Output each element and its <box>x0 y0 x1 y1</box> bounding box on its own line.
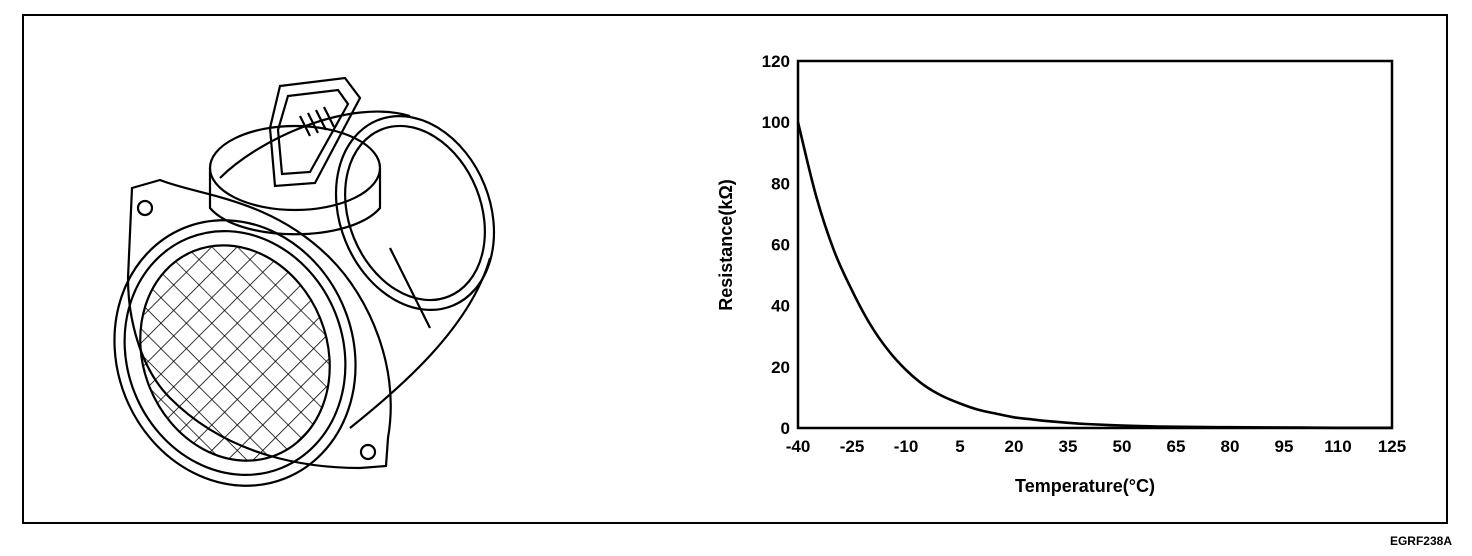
x-tick-label: 50 <box>1113 437 1132 456</box>
x-tick-label: 110 <box>1324 437 1351 456</box>
mass-air-flow-sensor-icon <box>113 76 496 487</box>
x-tick-label: 5 <box>955 437 964 456</box>
y-tick-label: 60 <box>771 236 790 255</box>
resistance-temperature-chart: 0 20 40 60 80 100 120 -40 -25 -10 5 20 35 50 65 80 95 11… <box>716 52 1406 496</box>
y-tick-label: 0 <box>781 419 790 438</box>
x-tick-label: -40 <box>786 437 811 456</box>
x-tick-label: 95 <box>1275 437 1294 456</box>
x-tick-labels: -40 -25 -10 5 20 35 50 65 80 95 110 125 <box>786 437 1406 456</box>
x-tick-label: 35 <box>1059 437 1078 456</box>
y-tick-label: 100 <box>762 113 790 132</box>
x-tick-label: 65 <box>1167 437 1186 456</box>
y-tick-labels: 0 20 40 60 80 100 120 <box>762 52 790 438</box>
x-tick-label: 125 <box>1378 437 1406 456</box>
y-tick-label: 80 <box>771 174 790 193</box>
x-tick-label: -10 <box>894 437 919 456</box>
y-axis-label: Resistance(kΩ) <box>716 179 736 310</box>
figure-frame <box>22 14 1448 524</box>
plot-area <box>796 59 1394 430</box>
x-tick-label: 80 <box>1221 437 1240 456</box>
y-tick-label: 20 <box>771 358 790 377</box>
x-axis-label: Temperature(°C) <box>1015 476 1155 496</box>
y-tick-label: 40 <box>771 297 790 316</box>
resistance-curve <box>796 121 1392 430</box>
figure-code: EGRF238A <box>1389 534 1452 548</box>
y-tick-label: 120 <box>762 52 790 71</box>
x-tick-label: -25 <box>840 437 865 456</box>
x-tick-label: 20 <box>1005 437 1024 456</box>
